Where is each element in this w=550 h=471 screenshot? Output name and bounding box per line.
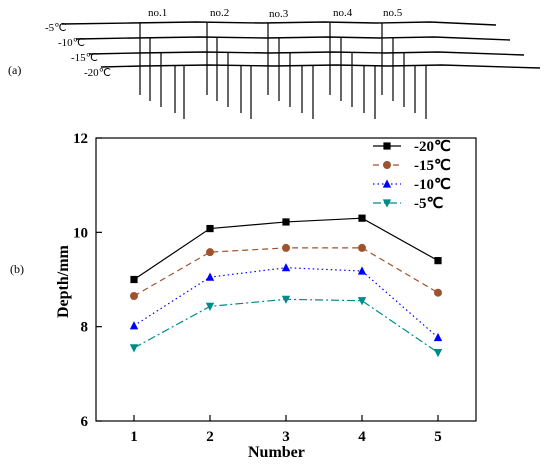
sample-label-1: no.1 xyxy=(148,7,167,19)
data-point-series-4 xyxy=(433,349,443,358)
temperature-label-2: -10℃ xyxy=(58,37,85,49)
data-point-series-2 xyxy=(434,288,442,297)
data-point-series-2 xyxy=(282,243,290,252)
data-point-series-3 xyxy=(357,266,367,275)
data-point-series-1 xyxy=(130,275,138,284)
x-tick-label: 4 xyxy=(358,429,366,445)
y-tick-label: 8 xyxy=(81,320,89,336)
x-tick-label: 1 xyxy=(130,429,138,445)
sample-label-5: no.5 xyxy=(383,7,403,19)
legend-label-3: -10℃ xyxy=(414,177,451,193)
diagram-layer-line-4 xyxy=(100,64,541,69)
x-axis-label: Number xyxy=(248,444,305,461)
data-point-series-1 xyxy=(434,257,442,265)
sample-label-2: no.2 xyxy=(210,7,229,19)
data-point-series-1 xyxy=(206,224,214,233)
data-point-series-2 xyxy=(130,292,138,301)
data-point-series-4 xyxy=(205,302,215,311)
series-line-4 xyxy=(133,298,439,354)
diagram-layer-line-2 xyxy=(75,36,511,41)
panel-label-b: (b) xyxy=(10,262,24,276)
series-line-2 xyxy=(133,247,439,297)
data-point-series-2 xyxy=(358,243,366,252)
data-point-series-4 xyxy=(281,295,291,304)
legend-label-2: -15℃ xyxy=(414,158,451,174)
data-point-series-4 xyxy=(357,297,367,306)
legend-marker-4 xyxy=(382,199,392,208)
legend-marker-3 xyxy=(382,179,392,188)
data-point-series-4 xyxy=(129,344,139,353)
data-point-series-1 xyxy=(282,218,290,226)
sample-label-3: no.3 xyxy=(269,8,289,20)
chart-series xyxy=(129,214,443,358)
sample-label-4: no.4 xyxy=(333,7,353,19)
x-tick-label: 3 xyxy=(282,429,290,445)
diagram-panel: (a) no.1 no.2 no.3 no.4 no.5 -5℃ -10℃ -1… xyxy=(8,7,541,119)
legend-marker-1 xyxy=(383,142,391,150)
data-point-series-3 xyxy=(129,321,139,330)
temperature-label-3: -15℃ xyxy=(71,52,98,64)
x-tick-label: 5 xyxy=(434,429,442,445)
data-point-series-3 xyxy=(281,263,291,272)
y-tick-label: 12 xyxy=(73,131,88,147)
x-tick-label: 2 xyxy=(206,429,214,445)
panel-label-a: (a) xyxy=(8,63,21,77)
legend-label-1: -20℃ xyxy=(414,139,451,155)
y-axis-label: Depth/mm xyxy=(55,244,72,318)
data-point-series-2 xyxy=(206,248,214,257)
y-tick-label: 10 xyxy=(73,225,88,241)
temperature-label-1: -5℃ xyxy=(45,22,67,34)
diagram-layer-line-3 xyxy=(88,51,525,56)
data-point-series-1 xyxy=(358,214,366,222)
legend-label-4: -5℃ xyxy=(414,196,443,212)
legend-marker-2 xyxy=(383,161,391,169)
diagram-lines xyxy=(61,21,541,119)
diagram-layer-line-1 xyxy=(61,21,497,26)
chart-legend: -20℃ -15℃ -10℃ -5℃ xyxy=(373,139,451,212)
y-tick-label: 6 xyxy=(81,414,89,430)
data-point-series-3 xyxy=(433,332,443,342)
data-point-series-3 xyxy=(205,272,215,281)
temperature-label-4: -20℃ xyxy=(84,67,111,79)
